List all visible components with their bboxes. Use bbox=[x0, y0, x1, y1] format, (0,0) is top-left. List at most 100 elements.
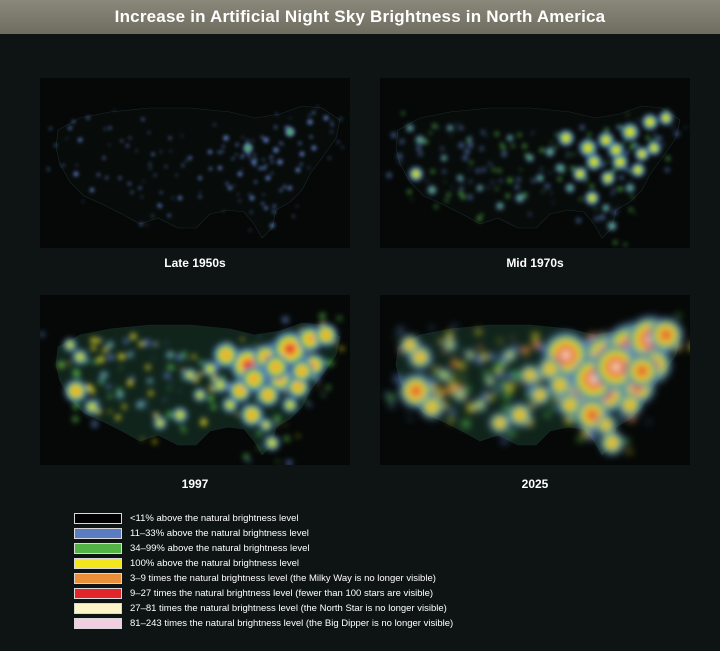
light-spot bbox=[506, 431, 509, 433]
light-spot bbox=[408, 417, 412, 421]
light-spot bbox=[257, 446, 261, 450]
light-spot bbox=[148, 390, 154, 396]
light-spot bbox=[492, 366, 499, 373]
light-spot bbox=[307, 403, 312, 407]
city-glow bbox=[273, 147, 279, 153]
city-glow bbox=[263, 422, 269, 428]
legend-row: 11–33% above the natural brightness leve… bbox=[74, 526, 514, 541]
light-spot bbox=[507, 177, 513, 183]
city-glow bbox=[265, 175, 271, 181]
light-spot bbox=[451, 187, 454, 189]
city-glow bbox=[73, 171, 79, 177]
panel-caption-2025: 2025 bbox=[521, 477, 549, 491]
light-spot bbox=[160, 150, 162, 153]
light-spot bbox=[612, 188, 616, 192]
city-glow bbox=[561, 350, 571, 360]
light-spot bbox=[508, 430, 516, 437]
light-spot bbox=[429, 326, 434, 330]
city-glow bbox=[137, 402, 143, 408]
light-spot bbox=[519, 168, 522, 171]
light-spot bbox=[169, 150, 172, 153]
light-spot bbox=[448, 384, 455, 392]
light-spot bbox=[520, 382, 524, 386]
light-spot bbox=[72, 416, 79, 423]
light-spot bbox=[284, 126, 287, 129]
light-spot bbox=[98, 379, 105, 385]
light-spot bbox=[576, 218, 581, 223]
light-spot bbox=[96, 338, 101, 343]
light-spot bbox=[624, 167, 629, 172]
light-spot bbox=[141, 437, 144, 441]
light-spot bbox=[485, 134, 488, 137]
city-glow bbox=[413, 171, 419, 177]
light-spot bbox=[389, 402, 395, 408]
light-spot bbox=[205, 359, 208, 363]
light-spot bbox=[182, 428, 187, 433]
city-glow bbox=[608, 439, 616, 447]
light-spot bbox=[181, 368, 184, 371]
light-spot bbox=[129, 375, 135, 381]
light-spot bbox=[246, 152, 251, 156]
light-spot bbox=[432, 123, 437, 129]
city-glow bbox=[566, 401, 574, 409]
light-spot bbox=[304, 399, 308, 404]
light-spot bbox=[498, 385, 503, 390]
light-spot bbox=[105, 176, 109, 180]
city-glow bbox=[417, 137, 423, 143]
light-spot bbox=[492, 168, 496, 172]
city-glow bbox=[590, 158, 598, 166]
light-spot bbox=[140, 195, 143, 198]
light-spot bbox=[164, 372, 171, 379]
panel-caption-1997: 1997 bbox=[181, 477, 209, 491]
light-spot bbox=[235, 153, 238, 156]
panel-caption-late-1950s: Late 1950s bbox=[164, 256, 226, 270]
light-spot bbox=[399, 139, 405, 144]
light-spot bbox=[120, 139, 124, 143]
light-spot bbox=[221, 150, 224, 153]
light-spot bbox=[495, 187, 499, 191]
light-spot bbox=[145, 364, 151, 370]
light-spot bbox=[458, 191, 463, 196]
light-spot bbox=[588, 432, 597, 441]
city-glow bbox=[198, 176, 202, 180]
city-glow bbox=[148, 162, 152, 166]
light-spot bbox=[397, 153, 403, 159]
light-spot bbox=[540, 168, 543, 171]
light-spot bbox=[339, 117, 343, 121]
light-spot bbox=[279, 188, 283, 192]
city-glow bbox=[457, 392, 463, 398]
light-spot bbox=[222, 145, 225, 148]
light-spot bbox=[330, 123, 334, 127]
light-spot bbox=[253, 156, 256, 159]
light-spot bbox=[606, 155, 608, 157]
light-spot bbox=[506, 383, 515, 392]
light-spot bbox=[281, 143, 284, 146]
light-spot bbox=[207, 395, 215, 403]
light-spot bbox=[462, 155, 468, 161]
city-glow bbox=[609, 223, 615, 229]
legend-swatch bbox=[74, 543, 122, 554]
light-spot bbox=[466, 403, 476, 413]
light-spot bbox=[627, 449, 632, 454]
panel-caption-mid-1970s: Mid 1970s bbox=[506, 256, 564, 270]
light-spot bbox=[176, 354, 184, 361]
light-spot bbox=[416, 145, 422, 151]
light-spot bbox=[256, 430, 262, 436]
light-spot bbox=[279, 141, 282, 145]
light-spot bbox=[260, 135, 264, 139]
light-spot bbox=[337, 316, 342, 321]
light-spot bbox=[676, 313, 681, 319]
light-spot bbox=[503, 391, 511, 400]
light-spot bbox=[75, 164, 78, 167]
light-spot bbox=[626, 113, 629, 116]
light-spot bbox=[139, 222, 143, 226]
light-spot bbox=[442, 350, 446, 354]
light-spot bbox=[454, 129, 456, 131]
light-spot bbox=[537, 409, 540, 412]
light-spot bbox=[65, 137, 68, 140]
city-glow bbox=[407, 125, 413, 131]
light-spot bbox=[461, 349, 464, 353]
light-spot bbox=[283, 185, 287, 189]
light-spot bbox=[107, 394, 113, 399]
legend-swatch bbox=[74, 618, 122, 629]
